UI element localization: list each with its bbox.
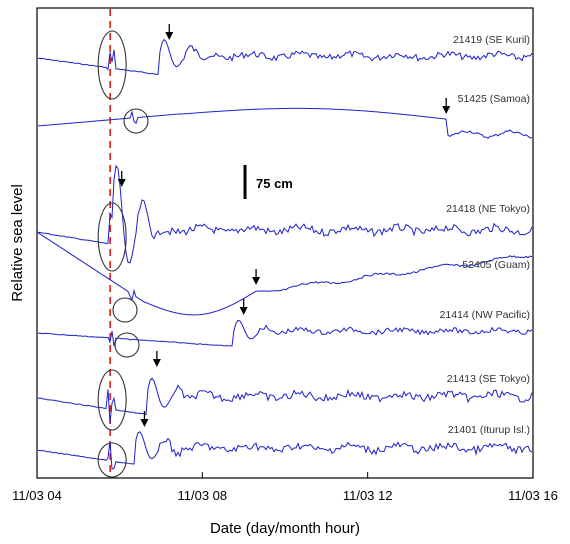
x-tick-label-0: 11/03 04 (12, 488, 62, 503)
trace-3 (38, 233, 532, 315)
x-tick-label-3: 11/03 16 (508, 488, 558, 503)
x-axis-label: Date (day/month hour) (210, 520, 360, 537)
arrival-arrowhead-3 (252, 277, 260, 285)
arrival-arrows (118, 24, 450, 427)
arrival-arrowhead-5 (153, 359, 161, 367)
x-tick-label-2: 11/03 12 (343, 488, 393, 503)
detection-circle-4 (115, 333, 139, 357)
station-label-3: 52405 (Guam) (462, 259, 530, 271)
arrival-arrowhead-4 (240, 307, 248, 315)
detection-circle-1 (124, 109, 148, 133)
trace-4 (38, 320, 532, 346)
scale-bar-label: 75 cm (256, 176, 293, 191)
x-tick-labels: 11/03 04 11/03 08 11/03 12 11/03 16 (12, 488, 558, 503)
station-label-1: 51425 (Samoa) (458, 93, 530, 105)
detection-circle-5 (98, 370, 126, 430)
detection-circle-3 (113, 298, 137, 322)
x-tick-label-1: 11/03 08 (178, 488, 228, 503)
detection-circles (98, 31, 148, 477)
station-label-5: 21413 (SE Tokyo) (447, 373, 530, 385)
arrival-arrowhead-1 (442, 106, 450, 114)
trace-1 (38, 108, 532, 138)
y-axis-label: Relative sea level (9, 184, 26, 302)
arrival-arrowhead-2 (118, 179, 126, 187)
station-label-0: 21419 (SE Kuril) (453, 34, 530, 46)
station-label-2: 21418 (NE Tokyo) (446, 203, 530, 215)
detection-circle-0 (98, 31, 126, 99)
arrival-arrowhead-6 (140, 419, 148, 427)
station-label-4: 21414 (NW Pacific) (440, 309, 530, 321)
station-label-6: 21401 (Iturup Isl.) (448, 424, 530, 436)
arrival-arrowhead-0 (165, 32, 173, 40)
trace-6 (38, 432, 532, 469)
station-labels: 21419 (SE Kuril) 51425 (Samoa) 21418 (NE T… (440, 34, 530, 436)
